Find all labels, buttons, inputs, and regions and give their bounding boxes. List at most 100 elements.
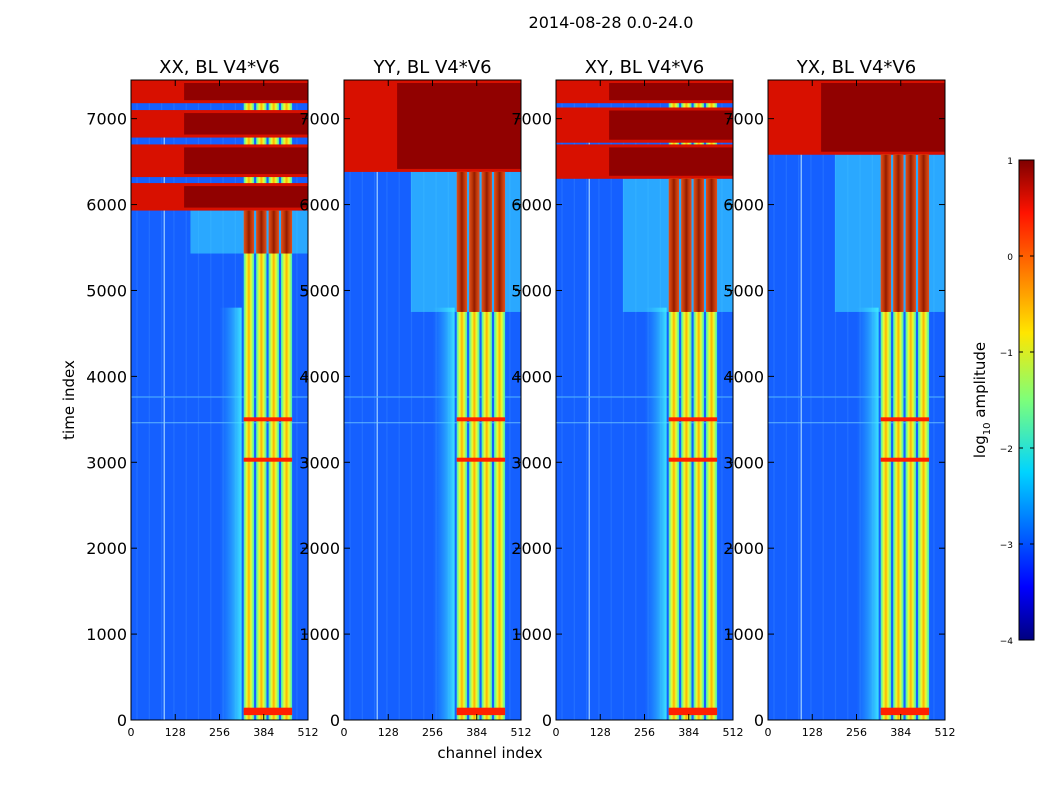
y-tick-label: 6000 bbox=[86, 196, 127, 215]
y-tick-label: 6000 bbox=[511, 196, 552, 215]
hot-row bbox=[880, 707, 930, 712]
hot-band-core bbox=[397, 83, 521, 169]
colorbar-tick-label: −3 bbox=[1000, 541, 1013, 551]
hot-row bbox=[668, 417, 718, 422]
channel-stripe-hot bbox=[706, 178, 718, 312]
y-tick-label: 6000 bbox=[299, 196, 340, 215]
y-axis-label: time index bbox=[60, 360, 78, 440]
channel-stripe bbox=[706, 80, 718, 720]
y-tick-label: 1000 bbox=[299, 625, 340, 644]
hot-row bbox=[668, 711, 718, 716]
x-tick-label: 384 bbox=[466, 726, 487, 739]
hot-band-core bbox=[609, 110, 733, 140]
channel-stripe-hot bbox=[481, 171, 492, 312]
y-tick-label: 1000 bbox=[86, 625, 127, 644]
channel-stripe-hot bbox=[681, 178, 692, 312]
colorbar-tick-label: −2 bbox=[1000, 445, 1013, 455]
y-tick-label: 2000 bbox=[86, 539, 127, 558]
passband-edge bbox=[856, 307, 879, 720]
x-tick-label: 256 bbox=[634, 726, 655, 739]
y-tick-label: 4000 bbox=[511, 367, 552, 386]
channel-stripe bbox=[918, 80, 930, 720]
channel-stripe bbox=[456, 80, 468, 720]
hot-row bbox=[456, 417, 506, 422]
y-tick-label: 3000 bbox=[723, 453, 764, 472]
hot-band-core bbox=[184, 83, 308, 101]
x-axis-label: channel index bbox=[437, 744, 542, 762]
channel-stripe bbox=[256, 80, 267, 720]
x-tick-label: 512 bbox=[298, 726, 319, 739]
hot-band-core bbox=[184, 113, 308, 135]
channel-stripe bbox=[268, 80, 279, 720]
channel-stripe bbox=[469, 80, 480, 720]
x-tick-label: 384 bbox=[890, 726, 911, 739]
hot-row bbox=[456, 707, 506, 712]
hot-band-core bbox=[184, 147, 308, 175]
channel-stripe-hot bbox=[494, 171, 506, 312]
colorbar-tick-label: −4 bbox=[1000, 637, 1014, 647]
y-tick-label: 4000 bbox=[723, 367, 764, 386]
colorbar-tick-label: 1 bbox=[1007, 157, 1013, 167]
channel-stripe-hot bbox=[281, 210, 293, 254]
hot-row bbox=[668, 457, 718, 462]
hot-row bbox=[243, 457, 293, 462]
channel-stripe-hot bbox=[268, 210, 279, 254]
hot-band-core bbox=[609, 147, 733, 176]
channel-stripe-hot bbox=[918, 154, 930, 312]
x-tick-label: 512 bbox=[723, 726, 744, 739]
channel-stripe bbox=[880, 80, 892, 720]
panel-4: YX, BL V4*V6 0 128 256 384 512 0 1000 2000 3000 40… bbox=[723, 57, 955, 739]
channel-stripe-hot bbox=[893, 154, 904, 312]
x-tick-label: 384 bbox=[678, 726, 699, 739]
channel-stripe-hot bbox=[905, 154, 916, 312]
x-tick-label: 128 bbox=[165, 726, 186, 739]
x-tick-label: 0 bbox=[341, 726, 348, 739]
passband-edge bbox=[432, 307, 455, 720]
x-tick-label: 0 bbox=[128, 726, 135, 739]
panels-group: XX, BL V4*V6 0 128 256 384 512 0 1000 2000 3000 40… bbox=[86, 57, 955, 739]
hot-row bbox=[880, 417, 930, 422]
panel-3: XY, BL V4*V6 0 128 256 384 512 0 1000 2000 3000 40… bbox=[511, 57, 743, 739]
channel-stripe-hot bbox=[456, 171, 468, 312]
colorbar-tick-label: 0 bbox=[1007, 253, 1013, 263]
y-tick-label: 7000 bbox=[86, 110, 127, 129]
hot-row bbox=[880, 457, 930, 462]
y-tick-label: 7000 bbox=[723, 110, 764, 129]
hot-row bbox=[880, 711, 930, 716]
y-tick-label: 5000 bbox=[723, 281, 764, 300]
colorbar-gradient bbox=[1018, 159, 1035, 641]
channel-stripe bbox=[905, 80, 916, 720]
colorbar-ticks: 1 0 −1 −2 −3 −4 bbox=[1000, 157, 1034, 647]
y-tick-label: 2000 bbox=[723, 539, 764, 558]
passband-edge bbox=[644, 307, 667, 720]
x-tick-label: 256 bbox=[846, 726, 867, 739]
y-tick-label: 2000 bbox=[299, 539, 340, 558]
figure-suptitle: 2014-08-28 0.0-24.0 bbox=[529, 13, 694, 32]
hot-row bbox=[243, 417, 293, 422]
channel-stripe-hot bbox=[693, 178, 704, 312]
x-tick-label: 384 bbox=[253, 726, 274, 739]
channel-stripe bbox=[481, 80, 492, 720]
channel-stripe-hot bbox=[668, 178, 680, 312]
x-tick-label: 0 bbox=[553, 726, 560, 739]
y-tick-label: 2000 bbox=[511, 539, 552, 558]
colorbar-label: log10 amplitude bbox=[971, 342, 993, 458]
y-tick-label: 0 bbox=[754, 711, 764, 730]
colorbar-tick-label: −1 bbox=[1000, 349, 1013, 359]
y-tick-label: 5000 bbox=[86, 281, 127, 300]
channel-stripe-hot bbox=[469, 171, 480, 312]
panel-title: XX, BL V4*V6 bbox=[159, 57, 280, 78]
channel-stripe bbox=[693, 80, 704, 720]
y-tick-label: 0 bbox=[117, 711, 127, 730]
y-tick-label: 1000 bbox=[511, 625, 552, 644]
y-tick-label: 6000 bbox=[723, 196, 764, 215]
channel-stripe-hot bbox=[243, 210, 255, 254]
hot-row bbox=[668, 707, 718, 712]
y-tick-label: 7000 bbox=[511, 110, 552, 129]
x-tick-label: 128 bbox=[802, 726, 823, 739]
hot-row bbox=[456, 457, 506, 462]
hot-row bbox=[456, 711, 506, 716]
channel-stripe bbox=[893, 80, 904, 720]
panel-1: XX, BL V4*V6 0 128 256 384 512 0 1000 2000 3000 40… bbox=[86, 57, 318, 739]
